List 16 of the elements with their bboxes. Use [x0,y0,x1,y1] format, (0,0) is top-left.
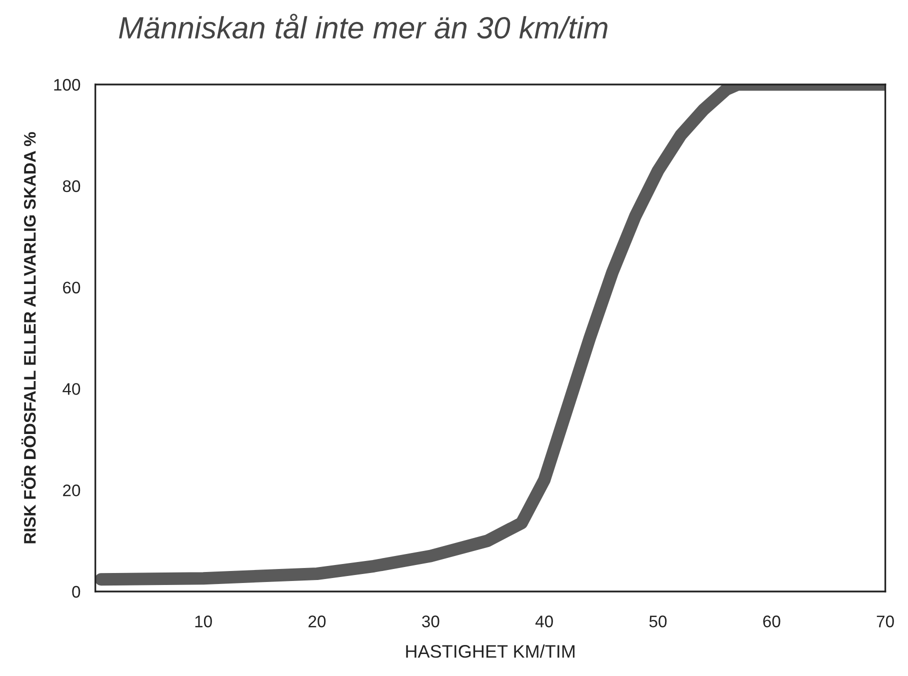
y-tick-label: 20 [63,484,80,496]
x-tick-label: 60 [763,616,780,628]
x-tick-label: 20 [308,616,326,628]
x-tick-label: 10 [195,616,212,628]
x-tick-label: 30 [422,616,440,628]
y-tick-label: 60 [63,282,80,294]
x-tick-label: 50 [649,616,667,628]
x-tick-label: 40 [535,616,553,628]
chart-title: Människan tål inte mer än 30 km/tim [118,14,608,39]
x-axis-title: HASTIGHET KM/TIM [406,644,574,658]
y-tick-label: 0 [72,586,80,598]
y-tick-label: 100 [54,78,80,91]
x-tick-label: 70 [876,616,894,628]
y-axis-title: RISK FÖR DÖDSFALL ELLER ALLVARLIG SKADA % [21,132,36,544]
y-tick-label: 40 [62,383,80,395]
y-tick-label: 80 [62,180,80,192]
